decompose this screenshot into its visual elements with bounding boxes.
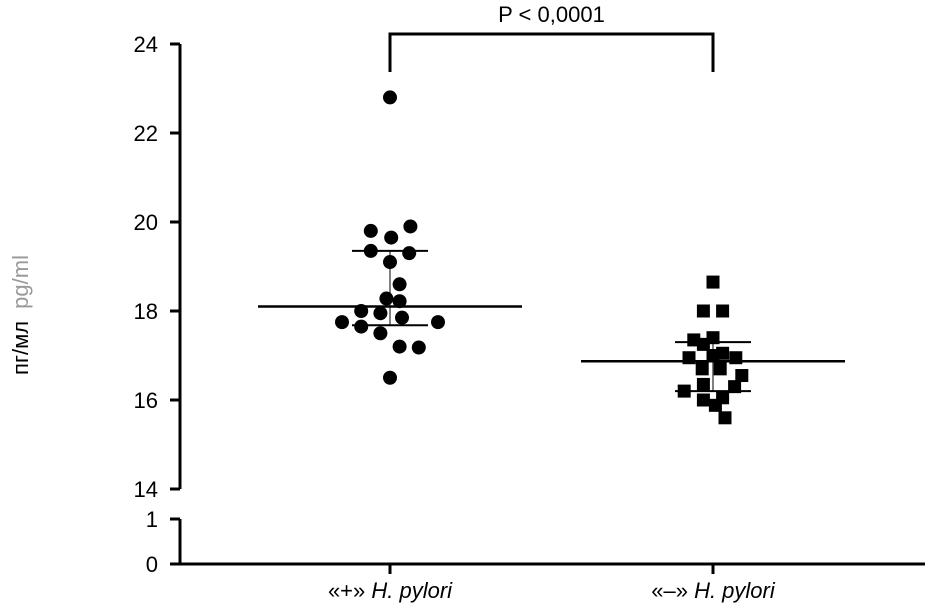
- group-labels: «+» H. pylori «–» H. pylori: [328, 578, 776, 603]
- data-point: [729, 351, 743, 365]
- data-point: [383, 90, 397, 105]
- data-point: [696, 377, 710, 391]
- data-point: [373, 326, 388, 341]
- data-point: [402, 246, 417, 261]
- data-point: [354, 304, 369, 318]
- data-point: [728, 380, 742, 394]
- y-axis-label: пг/мл pg/ml: [8, 255, 33, 375]
- data-point: [677, 384, 691, 398]
- data-point: [682, 351, 696, 365]
- data-point: [411, 340, 426, 355]
- axes: [178, 44, 925, 574]
- data-point: [392, 277, 407, 292]
- data-point: [379, 291, 394, 306]
- data-point: [335, 315, 349, 330]
- data-point: [392, 339, 407, 354]
- y-tick-label: 24: [134, 32, 158, 57]
- significance-bracket: P < 0,0001: [388, 2, 715, 72]
- data-point: [384, 230, 399, 245]
- data-point: [706, 275, 720, 289]
- data-points: [335, 90, 749, 425]
- data-point: [383, 255, 397, 270]
- y-axis-label-primary: пг/мл pg/ml: [8, 255, 33, 375]
- y-tick-label: 1: [146, 507, 158, 532]
- y-tick-label: 22: [134, 121, 158, 146]
- sig-bracket-line: [388, 32, 715, 72]
- data-point: [403, 219, 418, 234]
- y-tick-label: 0: [146, 552, 158, 577]
- y-tick-label: 16: [134, 388, 158, 413]
- data-point: [373, 306, 388, 321]
- data-point: [363, 243, 378, 258]
- data-point: [696, 304, 710, 318]
- y-label-primary-text: пг/мл: [8, 321, 33, 375]
- data-point: [395, 310, 409, 325]
- data-point: [383, 370, 397, 385]
- data-point: [708, 398, 722, 412]
- data-point: [354, 319, 369, 334]
- y-ticks: 14 16 18 20 22 24 0 1: [134, 32, 180, 577]
- group-label: «–» H. pylori: [651, 578, 776, 603]
- data-point: [696, 337, 710, 351]
- data-point: [431, 315, 445, 330]
- data-point: [695, 362, 709, 376]
- y-label-secondary-text: pg/ml: [8, 255, 33, 309]
- data-point: [706, 349, 720, 362]
- data-point: [718, 411, 732, 425]
- y-tick-label: 18: [134, 299, 158, 324]
- data-point: [735, 369, 749, 383]
- data-point: [363, 223, 378, 238]
- data-point: [716, 304, 730, 318]
- data-point: [392, 294, 407, 309]
- data-point: [713, 362, 727, 376]
- group-label: «+» H. pylori: [328, 578, 453, 603]
- y-tick-label: 20: [134, 210, 158, 235]
- sig-label: P < 0,0001: [498, 2, 605, 27]
- y-tick-label: 14: [134, 477, 158, 502]
- data-point: [696, 393, 710, 407]
